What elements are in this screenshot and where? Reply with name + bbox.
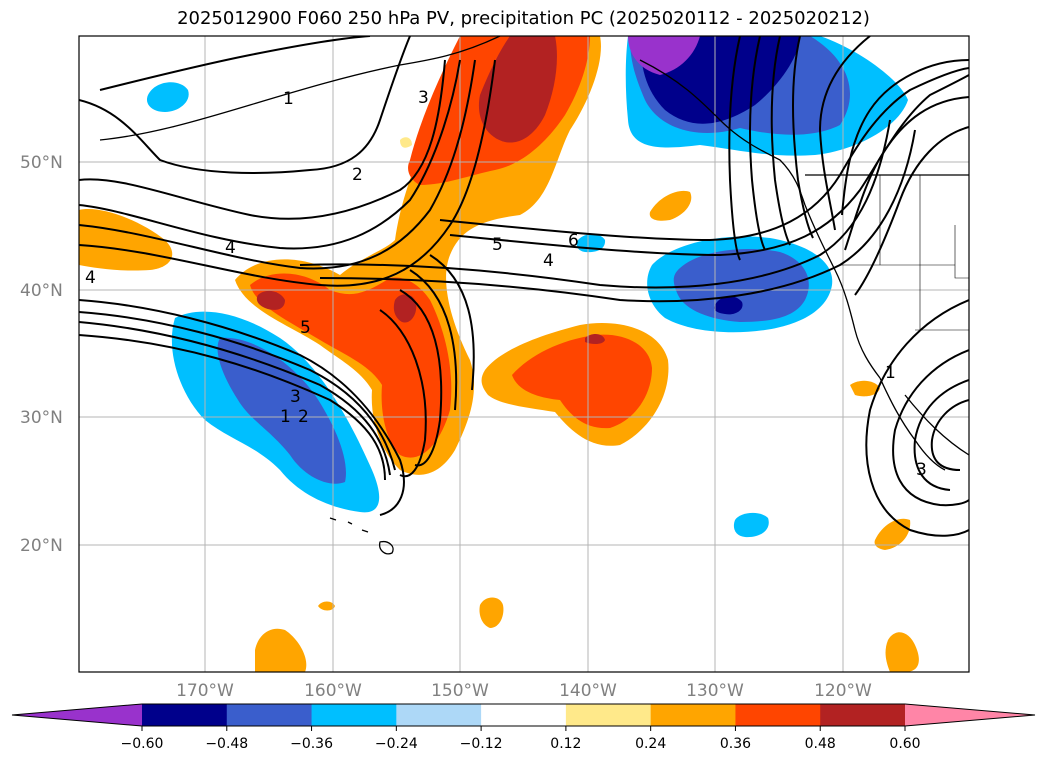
colorbar-tick-label: −0.60 bbox=[121, 736, 164, 752]
pos-blob-light bbox=[400, 137, 412, 148]
neg-anomaly-west-coast-dark bbox=[714, 296, 743, 315]
pos-blob-bottom-right bbox=[885, 632, 919, 672]
colorbar-tick-label: 0.36 bbox=[720, 736, 751, 752]
contour-label: 4 bbox=[225, 238, 236, 258]
pos-anomaly-east-central-inner bbox=[512, 334, 652, 429]
pos-anomaly-east-central-core bbox=[585, 334, 605, 345]
pos-blob-right bbox=[874, 518, 911, 550]
contour-label: 4 bbox=[85, 268, 96, 288]
neg-blob-small bbox=[146, 82, 189, 112]
lon-label-160w: 160°W bbox=[304, 681, 362, 701]
colorbar-tick-label: −0.12 bbox=[460, 736, 503, 752]
colorbar: −0.60 −0.48 −0.36 −0.24 −0.12 0.12 0.24 0.36 0.4… bbox=[11, 703, 1036, 752]
pos-arc-left-core bbox=[256, 290, 285, 310]
colorbar-segment bbox=[565, 704, 652, 726]
longitude-labels: 170°W 160°W 150°W 140°W 130°W 120°W bbox=[176, 681, 872, 701]
contour-label: 2 bbox=[298, 407, 309, 427]
neg-blob-near-hawaii-east bbox=[733, 512, 769, 538]
contour-label: 2 bbox=[352, 165, 363, 185]
lat-label-30n: 30°N bbox=[20, 408, 63, 428]
colorbar-extend-high bbox=[905, 704, 1035, 726]
contour-label: 1 bbox=[885, 363, 896, 383]
colorbar-segment bbox=[142, 704, 228, 726]
colorbar-tick-label: 0.48 bbox=[805, 736, 836, 752]
colorbar-tick-label: −0.48 bbox=[205, 736, 248, 752]
pv-contours bbox=[79, 36, 969, 537]
us-west-coast bbox=[804, 204, 881, 379]
colorbar-tick-label: −0.24 bbox=[375, 736, 418, 752]
contour-label: 1 bbox=[283, 89, 294, 109]
pos-blob-baja bbox=[850, 380, 880, 397]
colorbar-segment bbox=[820, 704, 906, 726]
colorbar-tick-label: 0.24 bbox=[635, 736, 666, 752]
lat-label-50n: 50°N bbox=[20, 153, 63, 173]
neg-anomaly-alaska-purple bbox=[628, 36, 700, 75]
contour-label: 5 bbox=[492, 235, 503, 255]
pos-arc-upper-core bbox=[478, 36, 557, 143]
colorbar-segment bbox=[311, 704, 397, 726]
lat-label-40n: 40°N bbox=[20, 281, 63, 301]
colorbar-tick-label: 0.60 bbox=[889, 736, 920, 752]
latitude-labels: 50°N 40°N 30°N 20°N bbox=[20, 153, 63, 556]
lat-label-20n: 20°N bbox=[20, 536, 63, 556]
lon-label-150w: 150°W bbox=[431, 681, 489, 701]
alaska-coast bbox=[99, 36, 501, 141]
precip-shading bbox=[79, 36, 919, 672]
bc-coast bbox=[639, 59, 806, 206]
lon-label-140w: 140°W bbox=[559, 681, 617, 701]
map-frame bbox=[78, 35, 970, 673]
contour-label: 3 bbox=[290, 387, 301, 407]
figure-title: 2025012900 F060 250 hPa PV, precipitatio… bbox=[177, 8, 870, 29]
colorbar-segment bbox=[650, 704, 736, 726]
pos-band-west bbox=[79, 209, 173, 271]
lon-label-120w: 120°W bbox=[814, 681, 872, 701]
contour-label: 3 bbox=[418, 88, 429, 108]
hawaii-islands bbox=[329, 517, 394, 555]
lon-label-130w: 130°W bbox=[686, 681, 744, 701]
colorbar-tick-label: 0.12 bbox=[550, 736, 581, 752]
colorbar-tick-label: −0.36 bbox=[290, 736, 333, 752]
pos-blob-ne bbox=[649, 190, 692, 221]
contour-label: 3 bbox=[916, 460, 927, 480]
pos-blob-bottom-mid bbox=[479, 597, 504, 628]
pos-arc-small-core bbox=[393, 294, 417, 323]
colorbar-segment bbox=[735, 704, 821, 726]
colorbar-extend-low bbox=[12, 704, 142, 726]
contour-label: 5 bbox=[300, 318, 311, 338]
coastlines bbox=[99, 36, 969, 555]
contour-label: 4 bbox=[543, 251, 554, 271]
colorbar-segment bbox=[481, 704, 567, 726]
lon-label-170w: 170°W bbox=[176, 681, 234, 701]
pos-blob-tiny bbox=[318, 601, 335, 611]
neg-anomaly-west-coast-core bbox=[673, 248, 809, 322]
colorbar-segment bbox=[396, 704, 482, 726]
neg-band-southwest-core bbox=[217, 337, 346, 484]
graticule bbox=[79, 36, 969, 672]
colorbar-segment bbox=[226, 704, 313, 726]
contour-label: 6 bbox=[568, 231, 579, 251]
contour-label: 1 bbox=[280, 407, 291, 427]
contour-labels: 1 2 3 4 4 5 6 4 5 3 1 2 1 3 bbox=[85, 88, 927, 480]
pos-blob-bottom-left bbox=[255, 628, 307, 672]
